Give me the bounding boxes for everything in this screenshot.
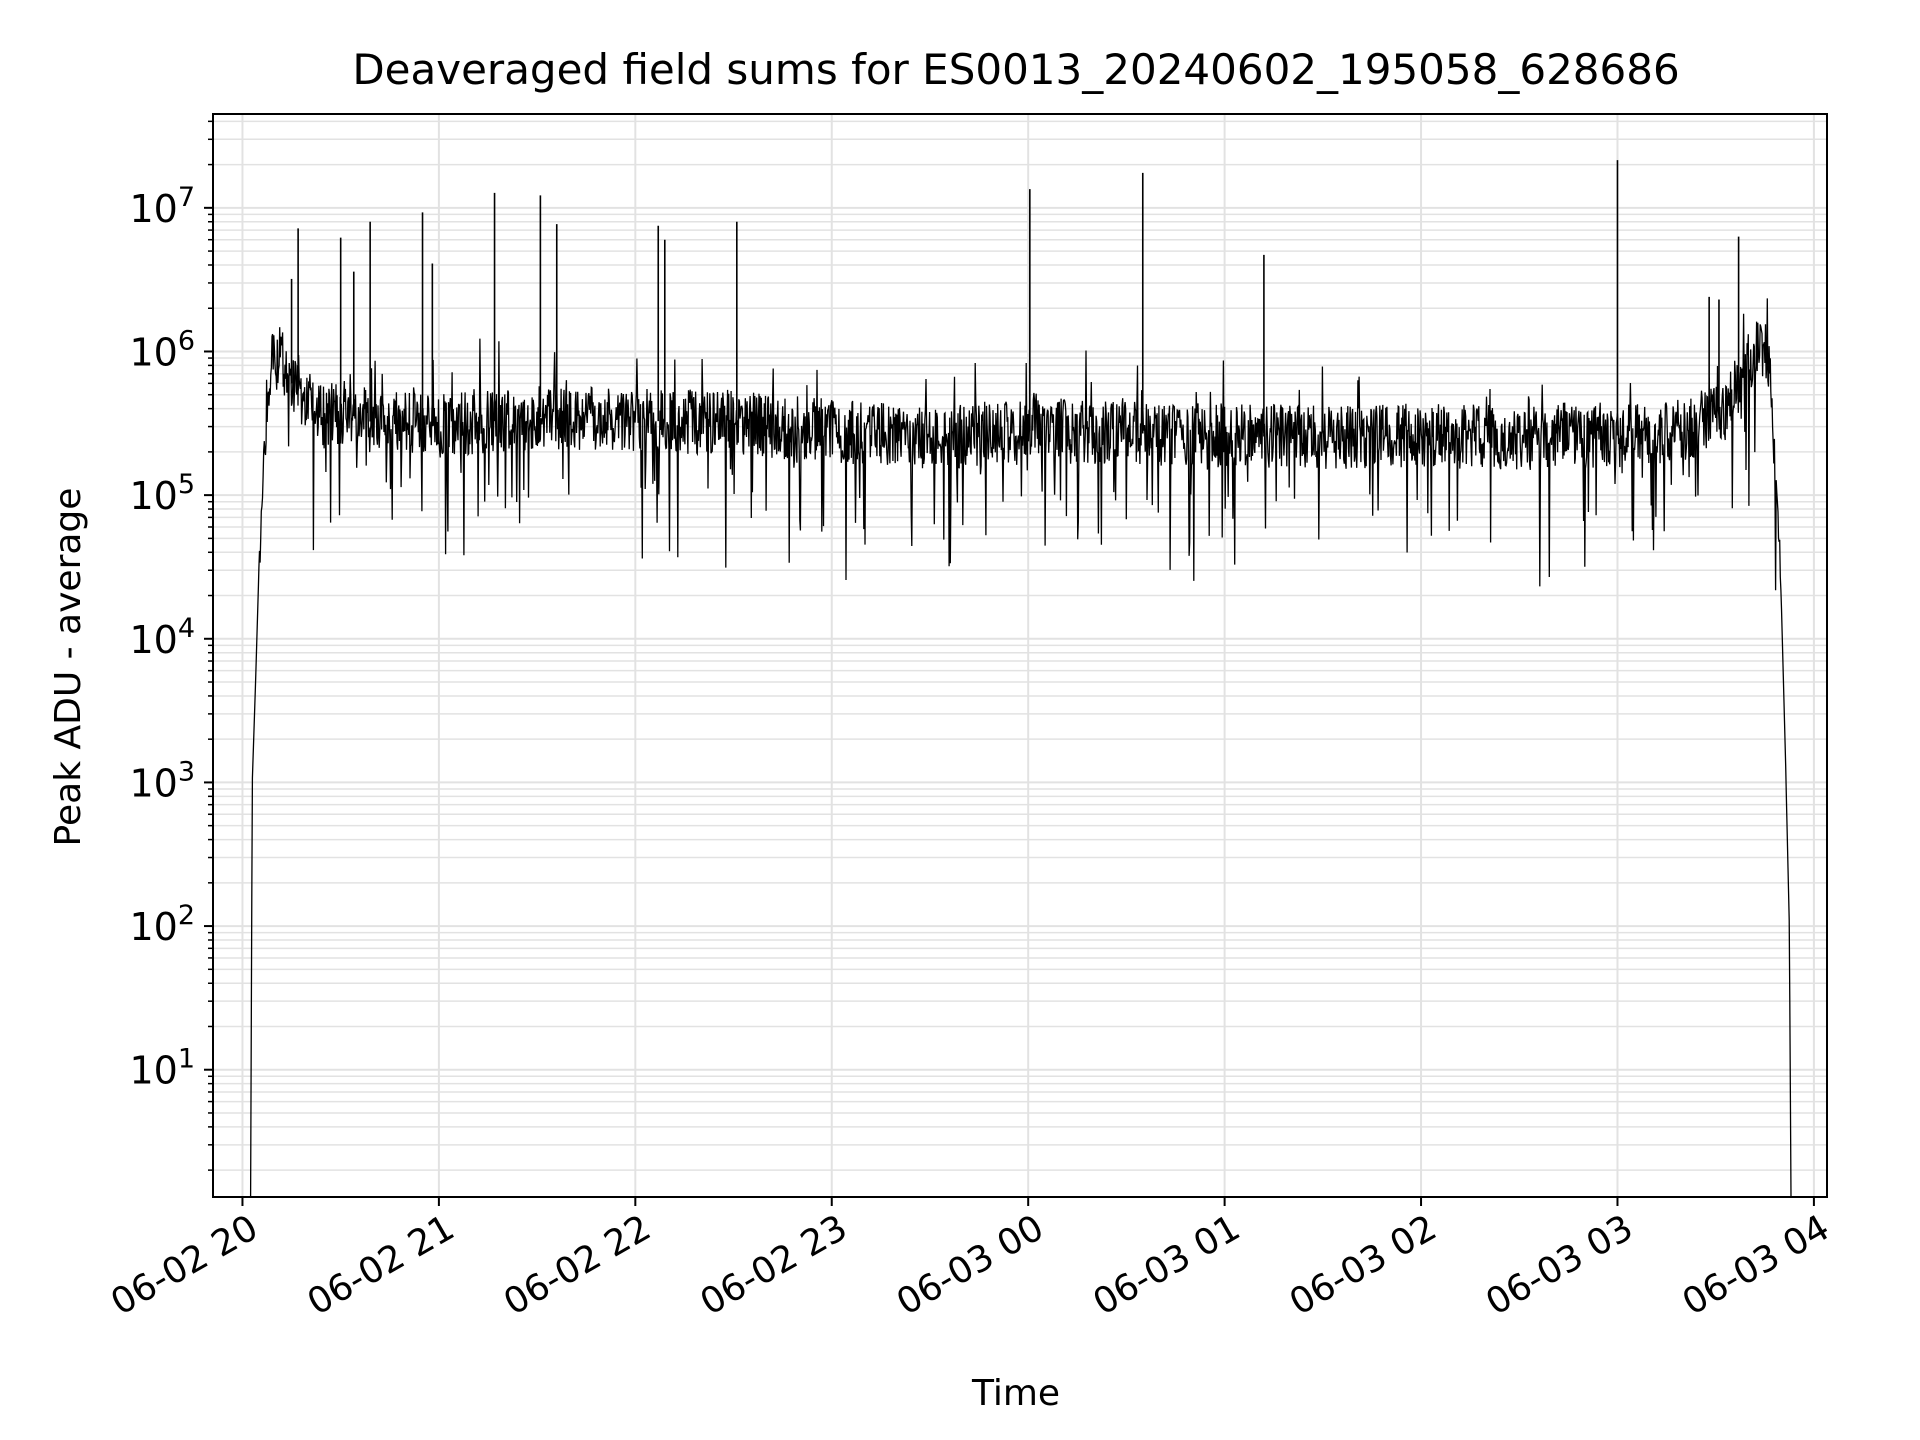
y-tick-label: 106: [129, 325, 195, 374]
y-tick-label: 107: [129, 182, 195, 231]
y-tick-label: 105: [129, 469, 195, 518]
x-axis-label: Time: [971, 1373, 1060, 1414]
y-tick-label: 101: [129, 1044, 195, 1093]
plot-frame: [212, 113, 1828, 1198]
y-tick-label: 103: [129, 756, 195, 805]
chart-title: Deaveraged field sums for ES0013_2024060…: [352, 45, 1679, 94]
grid: [213, 114, 1827, 1197]
y-tick-label: 104: [129, 613, 195, 662]
y-tick-label: 102: [129, 900, 195, 949]
data-layer: [249, 160, 1792, 1198]
data-series-line: [249, 298, 1792, 1198]
y-axis-label: Peak ADU - average: [48, 488, 89, 847]
